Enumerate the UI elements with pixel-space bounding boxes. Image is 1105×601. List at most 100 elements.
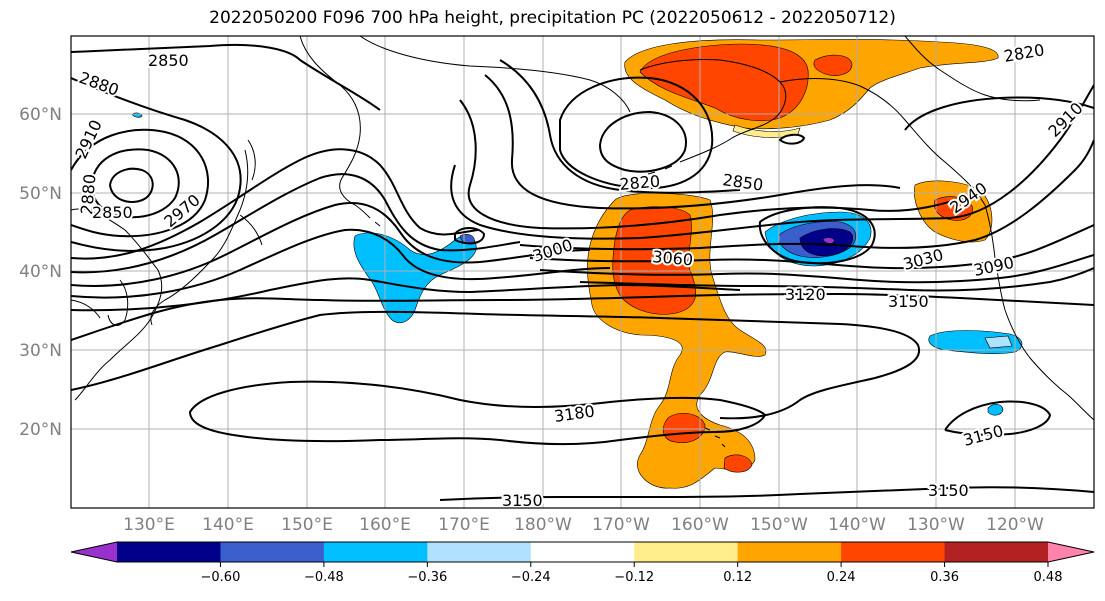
map-title: 2022050200 F096 700 hPa height, precipit… (209, 8, 896, 28)
contour-2820 (499, 59, 741, 194)
contour-low-nw-3 (71, 128, 210, 238)
contour-trough-4 (71, 228, 611, 299)
coast-alaska (639, 59, 986, 206)
lon-label: 150°E (281, 515, 333, 535)
colorbar-segment (634, 542, 739, 562)
colorbar-segments (70, 541, 1095, 563)
shade-alaska-red (639, 43, 809, 122)
longitude-axis: 130°E 140°E 150°E 160°E 170°E 180°W 170°… (123, 515, 1044, 535)
lon-label: 140°W (828, 515, 886, 535)
lon-label: 170°W (592, 515, 650, 535)
colorbar-tick-label: −0.60 (201, 570, 241, 585)
colorbar-segment (737, 542, 842, 562)
lat-label: 40°N (19, 262, 62, 282)
colorbar-ticks: −0.60 −0.48 −0.36 −0.24 −0.12 0.12 0.24 0.36 0.4… (201, 562, 1063, 585)
shade-hawaii-east-blue (987, 404, 1004, 416)
contour-trough-1 (71, 148, 479, 260)
contour-3030 (539, 254, 1094, 284)
shade-gulf-purple (822, 237, 835, 244)
latitude-axis: 60°N 50°N 40°N 30°N 20°N (19, 105, 62, 440)
colorbar-segment (427, 542, 532, 562)
lat-label: 20°N (19, 420, 62, 440)
lon-label: 130°W (907, 515, 965, 535)
contour-label: 2850 (92, 203, 133, 222)
colorbar-tick-label: 0.12 (723, 570, 752, 585)
colorbar-segment (117, 542, 221, 562)
contour-2880 (71, 77, 242, 252)
contour-3180 (188, 380, 767, 446)
coast-sakhalin (247, 139, 256, 181)
shade-alaska-red-2 (813, 54, 853, 76)
contour-low-nw-2 (90, 148, 180, 219)
contour-label: 3150 (928, 481, 969, 500)
contour-alaska-closed (778, 133, 806, 145)
coast-siberia-north (359, 36, 631, 113)
precipitation-shading (131, 39, 1023, 489)
colorbar-tick-label: −0.36 (407, 570, 447, 585)
lon-label: 160°W (671, 515, 729, 535)
contour-label: 3120 (785, 285, 826, 304)
colorbar-tick-label: 0.48 (1034, 570, 1063, 585)
contour-3150-bottom (439, 486, 1094, 501)
lat-label: 30°N (19, 341, 62, 361)
contour-label: 3150 (502, 491, 543, 510)
contour-2940-east (519, 139, 1094, 251)
colorbar-segment (841, 542, 946, 562)
contour-goa-low (758, 206, 876, 265)
contour-3120 (71, 292, 1094, 341)
coast-aleutians (632, 157, 691, 179)
colorbar-max-arrow (1048, 542, 1094, 562)
lon-label: 180°W (514, 515, 572, 535)
colorbar-outline (70, 541, 1095, 563)
contour-label: 2850 (148, 51, 189, 70)
contour-2850-top (71, 43, 381, 111)
contour-nw-canada (904, 96, 1094, 131)
contour-low-nw-inner (108, 167, 154, 203)
contour-2850 (484, 74, 901, 210)
height-contours (71, 43, 1094, 501)
coast-north-america-west (984, 204, 1094, 421)
lon-label: 170°E (438, 515, 490, 535)
colorbar-segment (530, 542, 635, 562)
shade-plume-red-s2 (723, 454, 753, 473)
contour-3000 (529, 224, 1094, 270)
lat-label: 60°N (19, 105, 62, 125)
shade-light-blue (984, 335, 1013, 349)
shade-plume-red-s (662, 412, 706, 443)
contour-2910-east (450, 84, 1094, 240)
contour-3150-se (944, 400, 1052, 436)
lon-label: 120°W (986, 515, 1044, 535)
colorbar-segment (323, 542, 428, 562)
colorbar-tick-label: 0.36 (930, 570, 959, 585)
contour-2880-east (459, 99, 986, 230)
lon-label: 130°E (123, 515, 175, 535)
colorbar-tick-label: 0.24 (827, 570, 856, 585)
coast-kuril (354, 204, 381, 227)
contour-label: 2820 (619, 172, 661, 194)
contour-bering-low-1 (598, 110, 687, 173)
coast-islands-hawaii (704, 427, 726, 448)
colorbar-segment (220, 542, 325, 562)
contour-label: 3150 (888, 292, 929, 311)
coast-bering (904, 36, 1041, 102)
graticule (71, 36, 1094, 508)
coast-korea (107, 279, 129, 326)
contour-trough-3 (71, 202, 591, 287)
colorbar-segment (944, 542, 1049, 562)
contour-trough-2 (71, 173, 521, 274)
contour-small-low (454, 227, 486, 245)
lon-label: 160°E (359, 515, 411, 535)
contour-label: 3060 (652, 247, 694, 269)
lat-label: 50°N (19, 184, 62, 204)
map-frame (70, 35, 1095, 509)
colorbar-tick-label: −0.12 (614, 570, 654, 585)
colorbar-min-arrow (71, 542, 117, 562)
lon-label: 150°W (750, 515, 808, 535)
contour-3150 (71, 310, 921, 420)
colorbar-tick-label: −0.24 (511, 570, 551, 585)
lon-label: 140°E (202, 515, 254, 535)
coast-kamchatka (299, 36, 361, 206)
contour-bering-low-2 (559, 76, 714, 190)
colorbar-tick-label: −0.48 (304, 570, 344, 585)
